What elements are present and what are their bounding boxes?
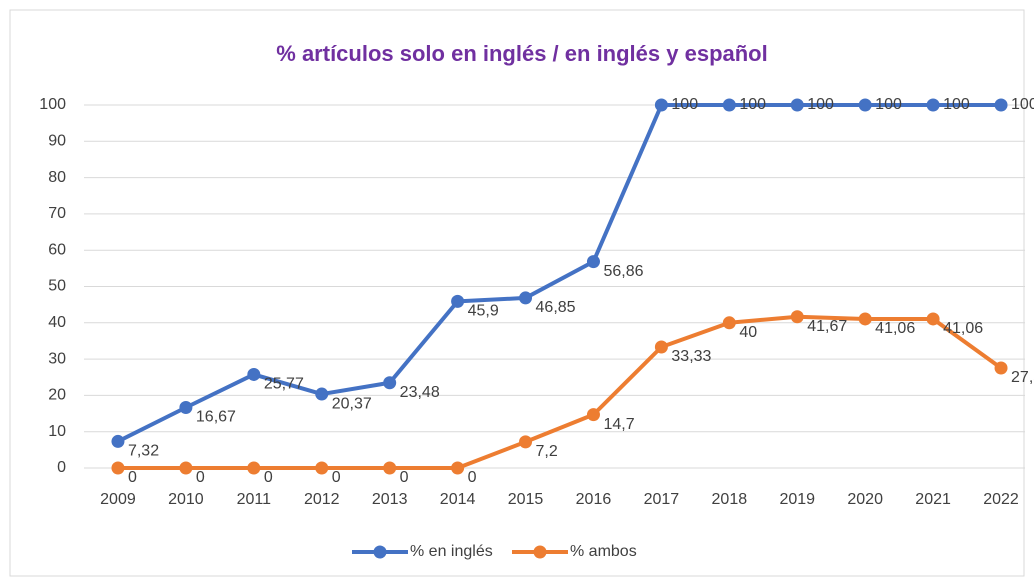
data-point [722,98,736,112]
data-point [858,98,872,112]
y-tick-label: 20 [48,387,66,404]
data-point [247,367,261,381]
data-point [179,400,193,414]
data-point [179,461,193,475]
x-tick-label: 2015 [508,491,544,508]
series-line [117,103,1002,444]
y-tick-label: 60 [48,241,66,258]
data-label: 0 [400,469,409,486]
data-label: 0 [196,469,205,486]
y-tick-label: 10 [48,423,66,440]
data-label: 100 [1011,96,1034,113]
x-tick-label: 2018 [712,491,748,508]
data-label: 40 [739,324,757,341]
data-point [383,461,397,475]
data-point [926,312,940,326]
data-point [722,316,736,330]
data-label: 41,06 [875,320,915,337]
data-point [790,310,804,324]
legend-marker [533,545,547,559]
data-label: 100 [739,96,766,113]
x-tick-label: 2012 [304,491,340,508]
data-point [111,461,125,475]
data-point [519,435,533,449]
data-point [247,461,261,475]
data-point [451,294,465,308]
x-tick-label: 2017 [644,491,680,508]
data-point [654,340,668,354]
x-tick-label: 2016 [576,491,612,508]
data-point [315,387,329,401]
data-label: 0 [264,469,273,486]
data-label: 0 [468,469,477,486]
data-point [858,312,872,326]
data-label: 0 [332,469,341,486]
data-label: 45,9 [468,303,499,320]
y-tick-label: 80 [48,169,66,186]
y-tick-label: 70 [48,205,66,222]
x-tick-label: 2009 [100,491,136,508]
data-point [790,98,804,112]
data-label: 14,7 [603,416,634,433]
y-tick-label: 30 [48,350,66,367]
data-point [111,434,125,448]
data-label: 20,37 [332,395,372,412]
data-label: 0 [128,469,137,486]
y-tick-label: 90 [48,133,66,150]
data-point [586,255,600,269]
data-point [451,461,465,475]
data-label: 100 [943,96,970,113]
data-point [383,376,397,390]
data-point [519,291,533,305]
x-tick-label: 2010 [168,491,204,508]
y-tick-label: 40 [48,314,66,331]
data-label: 46,85 [536,299,576,316]
data-label: 100 [671,96,698,113]
x-tick-label: 2019 [779,491,815,508]
y-tick-label: 0 [57,459,66,476]
data-point [926,98,940,112]
data-label: 33,33 [671,348,711,365]
data-label: 7,2 [536,443,558,460]
data-point [994,98,1008,112]
data-label: 41,67 [807,318,847,335]
legend-label: % en inglés [410,543,493,560]
series-line [117,314,1003,470]
x-tick-label: 2021 [915,491,951,508]
data-label: 56,86 [603,263,643,280]
legend-label: % ambos [570,543,637,560]
data-point [586,408,600,422]
data-label: 100 [875,96,902,113]
x-tick-label: 2011 [237,491,272,508]
y-tick-label: 50 [48,278,66,295]
data-label: 41,06 [943,320,983,337]
y-tick-label: 100 [39,96,66,113]
data-point [654,98,668,112]
data-label: 16,67 [196,409,236,426]
data-point [994,361,1008,375]
data-label: 7,32 [128,443,159,460]
chart-title: % artículos solo en inglés / en inglés y… [276,41,767,66]
x-tick-label: 2013 [372,491,408,508]
data-label: 25,77 [264,376,304,393]
data-point [315,461,329,475]
x-tick-label: 2022 [983,491,1019,508]
legend-marker [373,545,387,559]
data-label: 27,55 [1011,369,1034,386]
x-tick-label: 2014 [440,491,476,508]
x-tick-label: 2020 [847,491,883,508]
data-label: 23,48 [400,384,440,401]
data-label: 100 [807,96,834,113]
